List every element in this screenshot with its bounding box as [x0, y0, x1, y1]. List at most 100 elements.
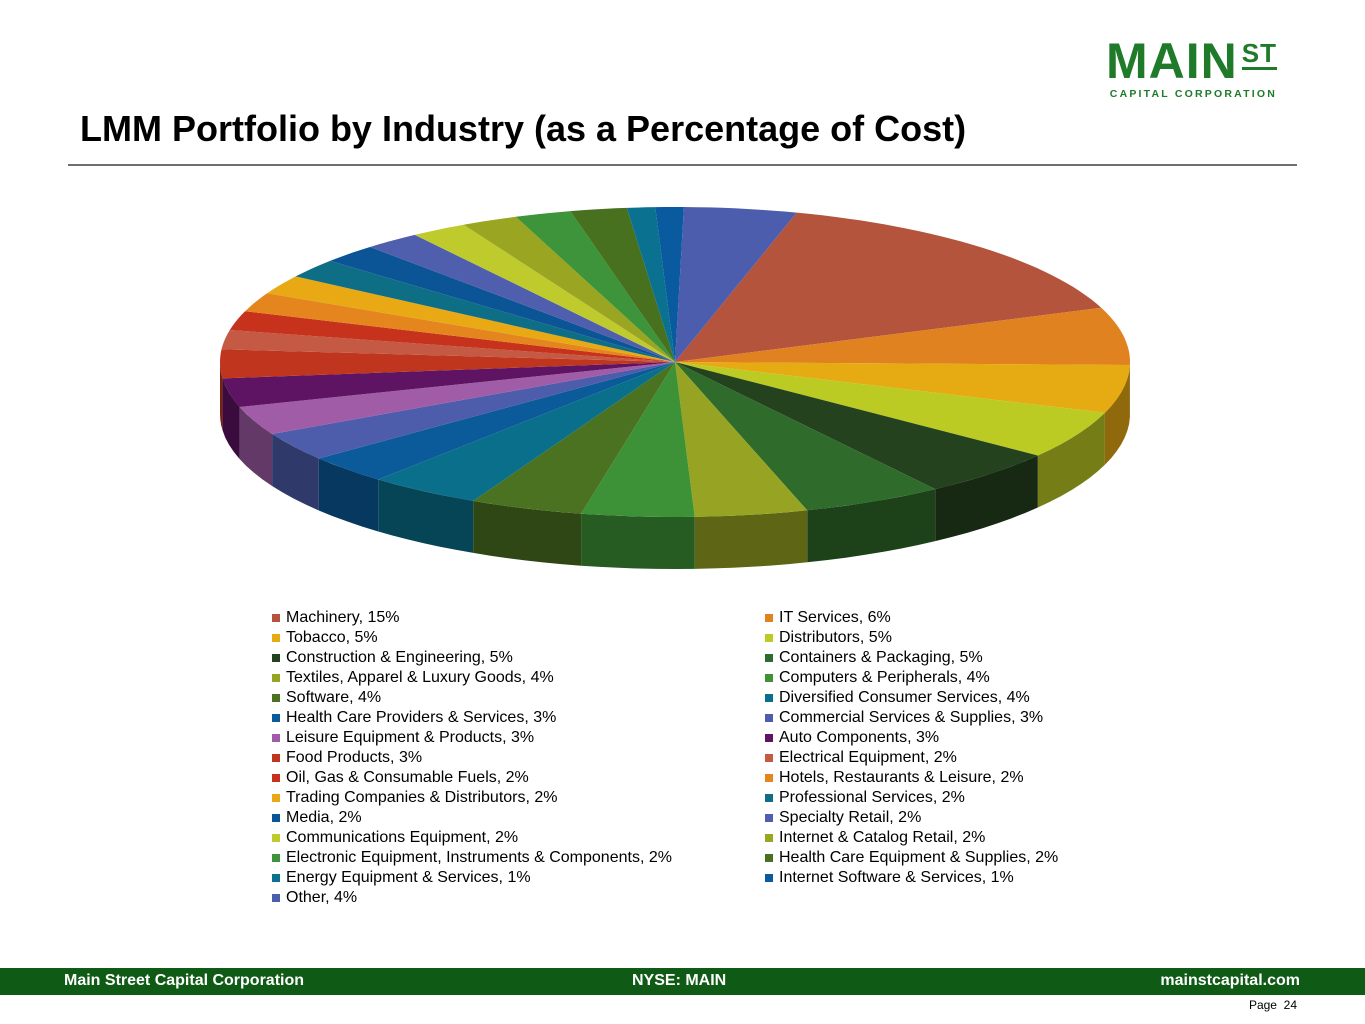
legend-label: Energy Equipment & Services, 1%	[286, 869, 531, 886]
legend-label: Internet & Catalog Retail, 2%	[779, 829, 986, 846]
pie-slice	[221, 330, 675, 362]
legend-label: Media, 2%	[286, 809, 362, 826]
legend-item: Tobacco, 5%	[272, 628, 765, 648]
legend-label: Containers & Packaging, 5%	[779, 649, 983, 666]
legend-item: Energy Equipment & Services, 1%	[272, 868, 765, 888]
legend-item: Specialty Retail, 2%	[765, 808, 1125, 828]
pie-slice-side	[239, 407, 273, 486]
legend-swatch	[272, 854, 280, 862]
pie-slice	[675, 362, 1130, 413]
pie-slice	[675, 362, 936, 511]
legend-item: Other, 4%	[272, 888, 765, 908]
pie-slice	[675, 207, 797, 362]
legend-item: Electrical Equipment, 2%	[765, 748, 1125, 768]
legend-swatch	[765, 774, 773, 782]
legend-item: Textiles, Apparel & Luxury Goods, 4%	[272, 668, 765, 688]
pie-slice	[473, 362, 675, 514]
legend-swatch	[272, 774, 280, 782]
legend-swatch	[272, 894, 280, 902]
pie-slice	[239, 362, 675, 434]
legend-label: Software, 4%	[286, 689, 382, 706]
legend-label: Internet Software & Services, 1%	[779, 869, 1014, 886]
legend-item: IT Services, 6%	[765, 608, 1125, 628]
pie-slice-side	[318, 458, 379, 532]
pie-slice	[378, 362, 675, 501]
pie-slice-side	[220, 362, 223, 431]
legend-item: Computers & Peripherals, 4%	[765, 668, 1125, 688]
pie-slice-side	[473, 500, 582, 566]
legend-item: Media, 2%	[272, 808, 765, 828]
legend-swatch	[765, 714, 773, 722]
pie-slice	[222, 362, 675, 407]
pie-slice	[675, 362, 1105, 456]
pie-slice	[229, 311, 676, 362]
footer-bar: Main Street Capital Corporation NYSE: MA…	[0, 968, 1365, 995]
pie-slice	[330, 247, 675, 362]
pie-slice-side	[694, 510, 808, 569]
pie-slice	[220, 349, 675, 379]
legend-label: Tobacco, 5%	[286, 629, 378, 646]
legend-item: Health Care Equipment & Supplies, 2%	[765, 848, 1125, 868]
legend-label: Communications Equipment, 2%	[286, 829, 519, 846]
legend-swatch	[272, 834, 280, 842]
pie-slice	[245, 293, 675, 362]
legend-swatch	[272, 794, 280, 802]
legend-swatch	[272, 714, 280, 722]
pie-slice-side	[581, 513, 695, 569]
pie-slice	[515, 211, 675, 362]
pie-slice	[414, 224, 675, 362]
legend-item: Distributors, 5%	[765, 628, 1125, 648]
legend-label: Trading Companies & Distributors, 2%	[286, 789, 558, 806]
legend-swatch	[765, 754, 773, 762]
legend-swatch	[272, 654, 280, 662]
legend-swatch	[765, 794, 773, 802]
legend-item: Leisure Equipment & Products, 3%	[272, 728, 765, 748]
legend-item: Software, 4%	[272, 688, 765, 708]
legend-item: Internet Software & Services, 1%	[765, 868, 1125, 888]
legend-label: Computers & Peripherals, 4%	[779, 669, 990, 686]
page-label: Page	[1248, 998, 1277, 1012]
pie-slice	[675, 307, 1130, 365]
pie-slice	[318, 362, 675, 480]
legend-label: Hotels, Restaurants & Leisure, 2%	[779, 769, 1024, 786]
pie-slice	[370, 234, 675, 362]
footer-ticker: NYSE: MAIN	[632, 972, 727, 989]
pie-slice	[675, 212, 1102, 362]
legend-swatch	[765, 834, 773, 842]
legend-swatch	[765, 674, 773, 682]
legend-label: Electrical Equipment, 2%	[779, 749, 957, 766]
legend-item: Diversified Consumer Services, 4%	[765, 688, 1125, 708]
legend-label: Other, 4%	[286, 889, 358, 906]
legend-swatch	[272, 634, 280, 642]
legend-item: Construction & Engineering, 5%	[272, 648, 765, 668]
pie-chart	[220, 207, 1130, 569]
legend-swatch	[272, 734, 280, 742]
legend-item: Internet & Catalog Retail, 2%	[765, 828, 1125, 848]
legend-label: Oil, Gas & Consumable Fuels, 2%	[286, 769, 529, 786]
logo-main-text: MAIN	[1106, 33, 1238, 89]
legend-item: Oil, Gas & Consumable Fuels, 2%	[272, 768, 765, 788]
pie-slice	[463, 216, 675, 362]
legend-item: Trading Companies & Distributors, 2%	[272, 788, 765, 808]
company-logo: MAIN ST CAPITAL CORPORATION	[1106, 36, 1277, 100]
pie-slice-side	[807, 489, 936, 563]
footer-company: Main Street Capital Corporation	[64, 972, 305, 989]
pie-slice-side	[222, 378, 240, 459]
legend-swatch	[765, 874, 773, 882]
logo-st-text: ST	[1241, 38, 1277, 70]
pie-slice	[295, 260, 675, 362]
legend-swatch	[272, 814, 280, 822]
page-title: LMM Portfolio by Industry (as a Percenta…	[80, 108, 967, 149]
legend-swatch	[765, 694, 773, 702]
legend-label: Distributors, 5%	[779, 629, 892, 646]
footer-website[interactable]: mainstcapital.com	[1160, 972, 1300, 989]
chart-legend: Machinery, 15% IT Services, 6% Tobacco, 5%…	[272, 608, 1132, 908]
page-number-value: 24	[1283, 998, 1297, 1012]
legend-swatch	[272, 874, 280, 882]
legend-item: Hotels, Restaurants & Leisure, 2%	[765, 768, 1125, 788]
legend-label: Leisure Equipment & Products, 3%	[286, 729, 535, 746]
pie-slice	[267, 276, 675, 362]
logo-subtitle: CAPITAL CORPORATION	[1109, 88, 1277, 100]
pie-slice-side	[1104, 365, 1130, 465]
pie-slice-side	[378, 479, 474, 553]
